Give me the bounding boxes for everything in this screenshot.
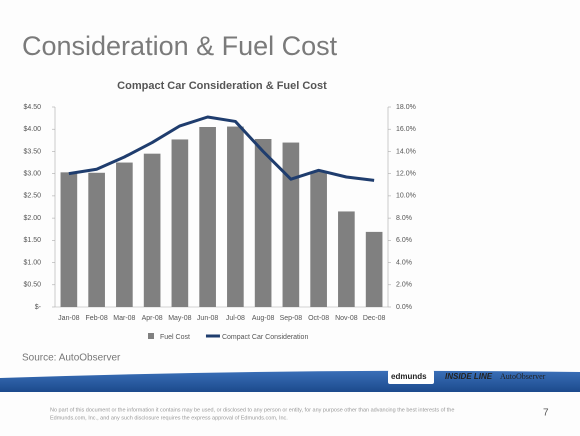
y-tick-label: $1.50 (23, 237, 41, 244)
bar (365, 231, 383, 307)
y2-tick-label: 14.0% (396, 148, 416, 155)
y-tick-label: $3.00 (23, 171, 41, 178)
y-tick-label: $4.00 (23, 126, 41, 133)
line (68, 115, 375, 182)
y-tick-label: $2.00 (23, 215, 41, 222)
bar (60, 172, 78, 307)
logo: INSIDE LINE (445, 372, 493, 381)
source: Source: AutoObserver (22, 353, 121, 364)
x-tick-label: Dec-08 (363, 315, 386, 322)
footer-text: No part of this document or the informat… (50, 407, 454, 413)
chart-title: Compact Car Consideration & Fuel Cost (117, 80, 327, 92)
x-tick-label: Sep-08 (280, 315, 303, 322)
x-tick-label: Jul-08 (226, 315, 245, 322)
footer-band (0, 370, 580, 392)
legend-swatch (148, 333, 154, 339)
x-tick-label: Aug-08 (252, 315, 275, 322)
y-tick-label: $0.50 (23, 282, 41, 289)
y2-tick-label: 4.0% (396, 259, 412, 266)
y2-tick-label: 8.0% (396, 215, 412, 222)
bar (88, 172, 105, 307)
page-number: 7 (543, 408, 549, 419)
x-tick-label: Mar-08 (113, 315, 135, 322)
y2-tick-label: 16.0% (396, 126, 416, 133)
logo-box (388, 370, 434, 384)
bar (254, 139, 272, 307)
bar (282, 142, 300, 307)
bar (338, 211, 355, 307)
x-tick-label: May-08 (168, 315, 191, 322)
y2-tick-label: 0.0% (396, 304, 412, 311)
y-tick-label: $2.50 (23, 193, 41, 200)
bar (143, 153, 161, 307)
footer-text: Edmunds.com, Inc., and any such disclosu… (50, 415, 288, 421)
y-tick-label: $3.50 (23, 148, 41, 155)
bar (227, 126, 244, 307)
x-tick-label: Oct-08 (308, 315, 329, 322)
x-tick-label: Jan-08 (58, 315, 80, 322)
logo: AutoObserver (500, 372, 546, 381)
y2-tick-label: 2.0% (396, 282, 412, 289)
bar (171, 139, 189, 307)
x-tick-label: Apr-08 (142, 315, 163, 322)
logo: edmunds (391, 372, 427, 381)
x-tick-label: Feb-08 (86, 315, 108, 322)
x-tick-label: Nov-08 (335, 315, 358, 322)
bar (310, 171, 327, 307)
y-tick-label: $4.50 (23, 104, 41, 111)
y2-tick-label: 18.0% (396, 104, 416, 111)
y2-tick-label: 12.0% (396, 171, 416, 178)
y-tick-label: $1.00 (23, 259, 41, 266)
bar (116, 162, 133, 307)
x-tick-label: Jun-08 (197, 315, 219, 322)
y-tick-label: $- (35, 304, 42, 311)
slide-title: Consideration & Fuel Cost (22, 31, 338, 61)
bar (199, 127, 216, 307)
legend-label: Compact Car Consideration (222, 334, 308, 341)
y2-tick-label: 6.0% (396, 237, 412, 244)
y2-tick-label: 10.0% (396, 193, 416, 200)
legend-label: Fuel Cost (160, 334, 190, 341)
